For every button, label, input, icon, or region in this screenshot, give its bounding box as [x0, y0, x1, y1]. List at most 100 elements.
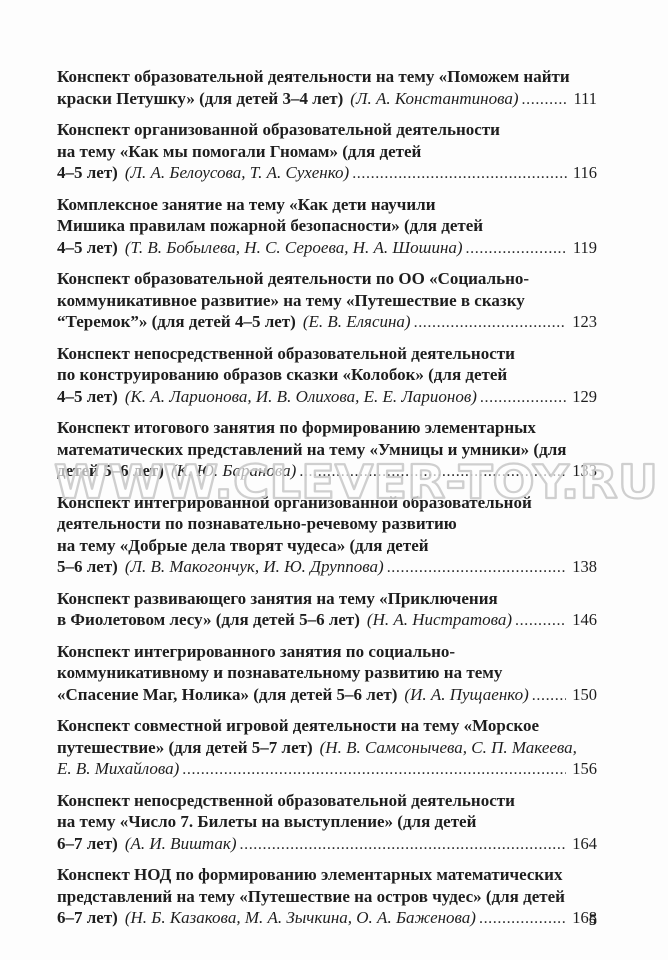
- toc-authors: (Л. В. Макогончук, И. Ю. Друппова): [124, 557, 384, 576]
- toc-entry: Конспект непосредственной образовательно…: [57, 343, 597, 409]
- leader-dots: [477, 386, 566, 409]
- toc-entry: Конспект совместной игровой деятельности…: [57, 715, 597, 781]
- toc-line: 5–6 лет) (Л. В. Макогончук, И. Ю. Друппов…: [57, 556, 597, 579]
- leader-dots: [529, 684, 566, 707]
- toc-line: 4–5 лет) (Л. А. Белоусова, Т. А. Сухенко)…: [57, 162, 597, 185]
- toc-line: краски Петушку» (для детей 3–4 лет) (Л. А…: [57, 88, 597, 111]
- toc-title-text: Конспект интегрированного занятия по соц…: [57, 641, 456, 661]
- toc-title-text: на тему «Число 7. Билеты на выступление»…: [57, 812, 477, 831]
- toc-line: 4–5 лет) (К. А. Ларионова, И. В. Олихова,…: [57, 386, 597, 409]
- toc-line: Конспект НОД по формированию элементарны…: [57, 864, 597, 886]
- leader-dots: [411, 311, 567, 334]
- toc-line: «Спасение Маг, Нолика» (для детей 5–6 ле…: [57, 684, 597, 707]
- toc-title-text: Конспект организованной образовательной …: [57, 120, 500, 139]
- toc-title-text: детей 5–6 лет): [57, 461, 164, 480]
- toc-title-text: Конспект непосредственной образовательно…: [57, 790, 515, 810]
- toc-title-text: Комплексное занятие на тему «Как дети на…: [57, 194, 436, 214]
- toc-entry: Комплексное занятие на тему «Как дети на…: [57, 194, 597, 260]
- toc-title-text: краски Петушку» (для детей 3–4 лет): [57, 88, 344, 108]
- toc-page-ref: 123: [572, 312, 597, 331]
- toc-line: деятельности по познавательно-речевому р…: [57, 513, 597, 535]
- toc-title-text: Конспект развивающего занятия на тему «П…: [57, 588, 498, 608]
- toc-page-ref: 150: [572, 684, 597, 704]
- toc-page-ref: 138: [572, 557, 597, 576]
- toc-line: на тему «Добрые дела творят чудеса» (для…: [57, 535, 597, 557]
- toc-line: 6–7 лет) (А. И. Виштак) 164: [57, 833, 597, 856]
- toc-authors: (И. А. Пущаенко): [404, 684, 529, 704]
- leader-dots: [179, 758, 566, 781]
- toc-title-text: представлений на тему «Путешествие на ос…: [57, 886, 565, 906]
- leader-dots: [237, 833, 567, 856]
- leader-dots: [463, 237, 567, 260]
- toc-entry: Конспект итогового занятия по формирован…: [57, 417, 597, 483]
- toc-line: Конспект организованной образовательной …: [57, 119, 597, 141]
- toc-title-text: Конспект совместной игровой деятельности…: [57, 716, 540, 735]
- toc-authors: (Т. В. Бобылева, Н. С. Сероева, Н. А. Шо…: [124, 237, 463, 257]
- leader-dots: [476, 907, 566, 930]
- toc-line: Конспект развивающего занятия на тему «П…: [57, 588, 597, 610]
- toc-title-text: 6–7 лет): [57, 833, 118, 853]
- toc-title-text: Мишика правилам пожарной безопасности» (…: [57, 216, 484, 235]
- toc-entry: Конспект образовательной деятельности на…: [57, 66, 597, 110]
- toc-authors: (Л. А. Константинова): [350, 88, 519, 108]
- toc-line: Конспект интегрированной организованной …: [57, 492, 597, 514]
- toc-line: представлений на тему «Путешествие на ос…: [57, 886, 597, 908]
- toc-authors: (К. А. Ларионова, И. В. Олихова, Е. Е. Л…: [124, 386, 477, 406]
- toc-title-text: Конспект непосредственной образовательно…: [57, 343, 515, 363]
- toc-page-ref: 129: [572, 386, 597, 406]
- toc-title-text: 5–6 лет): [57, 557, 118, 576]
- toc-title-text: “Теремок”» (для детей 4–5 лет): [57, 312, 296, 331]
- toc-entries: Конспект образовательной деятельности на…: [57, 66, 597, 939]
- toc-title-text: Конспект итогового занятия по формирован…: [57, 418, 536, 437]
- toc-page-ref: 111: [573, 88, 597, 108]
- toc-authors: (Н. В. Самсонычева, С. П. Макеева,: [319, 737, 577, 757]
- toc-title-text: в Фиолетовом лесу» (для детей 5–6 лет): [57, 610, 360, 629]
- toc-line: Конспект интегрированного занятия по соц…: [57, 641, 597, 663]
- toc-authors: (Е. В. Елясина): [302, 312, 411, 331]
- toc-title-text: путешествие» (для детей 5–7 лет): [57, 737, 313, 757]
- toc-line: на тему «Как мы помогали Гномам» (для де…: [57, 141, 597, 163]
- toc-line: путешествие» (для детей 5–7 лет) (Н. В. С…: [57, 737, 597, 759]
- toc-line: по конструированию образов сказки «Колоб…: [57, 364, 597, 386]
- toc-line: Комплексное занятие на тему «Как дети на…: [57, 194, 597, 216]
- toc-page-ref: 116: [572, 163, 597, 182]
- toc-line: коммуникативному и познавательному разви…: [57, 662, 597, 684]
- toc-title-text: Конспект образовательной деятельности по…: [57, 269, 530, 288]
- leader-dots: [512, 609, 566, 632]
- toc-line: Е. В. Михайлова) 156: [57, 758, 597, 781]
- toc-title-text: Конспект НОД по формированию элементарны…: [57, 865, 563, 884]
- toc-page-ref: 156: [572, 759, 597, 778]
- toc-title-text: Конспект интегрированной организованной …: [57, 492, 532, 512]
- leader-dots: [349, 162, 567, 185]
- toc-entry: Конспект организованной образовательной …: [57, 119, 597, 185]
- toc-line: в Фиолетовом лесу» (для детей 5–6 лет) (Н…: [57, 609, 597, 632]
- toc-title-text: по конструированию образов сказки «Колоб…: [57, 365, 508, 384]
- leader-dots: [384, 556, 567, 579]
- leader-dots: [296, 460, 566, 483]
- toc-title-text: 4–5 лет): [57, 163, 118, 182]
- toc-line: коммуникативное развитие» на тему «Путеш…: [57, 290, 597, 312]
- toc-title-text: 4–5 лет): [57, 386, 118, 406]
- toc-authors: (Л. А. Белоусова, Т. А. Сухенко): [124, 163, 350, 182]
- toc-entry: Конспект непосредственной образовательно…: [57, 790, 597, 856]
- toc-line: математических представлений на тему «Ум…: [57, 439, 597, 461]
- toc-entry: Конспект НОД по формированию элементарны…: [57, 864, 597, 930]
- toc-line: Мишика правилам пожарной безопасности» (…: [57, 215, 597, 237]
- toc-line: 6–7 лет) (Н. Б. Казакова, М. А. Зычкина, …: [57, 907, 597, 930]
- toc-entry: Конспект образовательной деятельности по…: [57, 268, 597, 334]
- toc-page-ref: 164: [572, 833, 597, 853]
- toc-page-ref: 119: [572, 237, 597, 257]
- toc-line: на тему «Число 7. Билеты на выступление»…: [57, 811, 597, 833]
- toc-page-ref: 168: [572, 908, 597, 927]
- toc-line: детей 5–6 лет) (К. Ю. Баранова) 133: [57, 460, 597, 483]
- toc-title-text: деятельности по познавательно-речевому р…: [57, 514, 457, 533]
- toc-line: Конспект непосредственной образовательно…: [57, 790, 597, 812]
- toc-authors: (Н. А. Нистратова): [366, 610, 513, 629]
- toc-authors: Е. В. Михайлова): [57, 759, 180, 778]
- toc-authors: (К. Ю. Баранова): [170, 461, 297, 480]
- toc-line: Конспект образовательной деятельности по…: [57, 268, 597, 290]
- toc-authors: (Н. Б. Казакова, М. А. Зычкина, О. А. Ба…: [124, 908, 476, 927]
- toc-entry: Конспект интегрированного занятия по соц…: [57, 641, 597, 707]
- toc-title-text: математических представлений на тему «Ум…: [57, 439, 567, 459]
